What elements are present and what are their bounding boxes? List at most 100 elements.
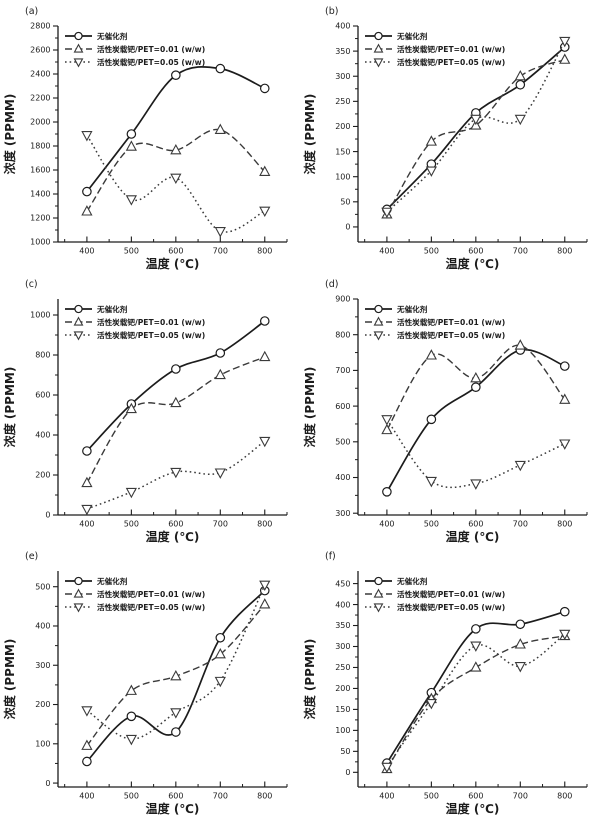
x-tick-label: 700 (513, 247, 528, 256)
triangle-up-marker (214, 368, 226, 380)
circle-marker (171, 364, 181, 374)
circle-marker (559, 606, 570, 617)
x-tick-label: 400 (379, 247, 394, 256)
y-tick-label: 0 (345, 768, 350, 777)
x-tick-label: 600 (468, 520, 483, 529)
series-line-dotted (386, 633, 566, 768)
triangle-up-marker (425, 135, 437, 146)
y-tick-label: 600 (35, 391, 50, 400)
triangle-up-marker (73, 588, 84, 598)
x-tick-label: 600 (468, 247, 483, 256)
triangle-down-marker (125, 487, 137, 499)
y-tick-label: 250 (335, 97, 350, 106)
triangle-down-marker (81, 706, 93, 717)
y-tick-label: 1000 (30, 311, 50, 320)
panel-label: (f) (325, 551, 336, 562)
circle-marker (374, 31, 383, 41)
circle-marker (259, 83, 270, 94)
circle-marker (382, 486, 392, 497)
circle-marker (471, 624, 481, 634)
triangle-down-marker (125, 734, 137, 746)
y-tick-label: 800 (335, 330, 350, 339)
triangle-down-marker (73, 603, 84, 613)
circle-marker (74, 304, 83, 314)
circle-marker (82, 186, 92, 197)
y-axis-title: 浓度 (PPMM) (2, 639, 17, 720)
triangle-up-marker (81, 205, 93, 216)
triangle-down-marker (425, 476, 437, 488)
legend-label: 无催化剂 (96, 304, 128, 314)
triangle-down-marker (470, 641, 482, 652)
y-tick-label: 2800 (30, 22, 50, 31)
triangle-down-marker (170, 173, 182, 185)
y-tick-label: 400 (35, 622, 50, 631)
chart-svg-b: (b) 400 500 600 700 800 0 50 100 150 200 250 300 350 4… (302, 6, 588, 271)
circle-marker (215, 348, 226, 358)
series-line-dashed (86, 356, 266, 484)
x-axis-title: 温度 (℃) (146, 529, 200, 544)
y-tick-label: 1000 (30, 238, 50, 247)
y-tick-label: 400 (335, 473, 350, 482)
y-tick-label: 150 (335, 705, 350, 714)
triangle-up-marker (259, 350, 271, 362)
series-line-solid (386, 610, 566, 764)
legend-label: 无催化剂 (96, 576, 128, 586)
y-tick-label: 1800 (30, 142, 50, 151)
y-tick-label: 100 (35, 740, 50, 749)
triangle-up-marker (73, 43, 84, 53)
triangle-down-marker (214, 227, 226, 238)
panel-label: (d) (325, 279, 338, 290)
chart-panel-e: (e) 400 500 600 700 800 0 100 200 300 400 500 温度 (℃)… (0, 545, 300, 818)
x-tick-label: 700 (513, 792, 528, 801)
triangle-down-marker (559, 439, 571, 450)
legend-label: 活性炭载钯/PET=0.01 (w/w) (97, 589, 205, 599)
circle-marker (74, 31, 83, 41)
triangle-up-marker (514, 69, 526, 81)
triangle-down-marker (73, 58, 84, 68)
legend-label: 活性炭载钯/PET=0.05 (w/w) (397, 330, 505, 340)
triangle-up-marker (170, 396, 182, 408)
x-axis-title: 温度 (℃) (146, 801, 200, 816)
legend-label: 无催化剂 (396, 576, 428, 586)
x-tick-label: 700 (213, 792, 228, 801)
x-axis-title: 温度 (℃) (446, 256, 500, 271)
y-tick-label: 350 (335, 621, 350, 630)
legend-label: 无催化剂 (396, 31, 428, 41)
panel-label: (e) (25, 551, 38, 562)
circle-marker (215, 632, 226, 643)
circle-marker (126, 711, 137, 722)
triangle-down-marker (470, 114, 482, 126)
y-axis-title: 浓度 (PPMM) (302, 367, 317, 448)
triangle-up-marker (214, 123, 226, 134)
x-tick-label: 400 (79, 247, 94, 256)
x-axis-title: 温度 (℃) (146, 256, 200, 271)
circle-marker (426, 414, 437, 425)
y-tick-label: 900 (335, 295, 350, 304)
triangle-up-marker (73, 316, 84, 326)
chart-svg-a: (a) 400 500 600 700 800 1000 1200 1400 1600 1800 20… (2, 6, 288, 271)
y-tick-label: 50 (340, 747, 350, 756)
y-tick-label: 2600 (30, 46, 50, 55)
y-tick-label: 400 (335, 600, 350, 609)
triangle-down-marker (214, 676, 226, 688)
y-tick-label: 0 (45, 779, 50, 788)
panel-label: (b) (325, 6, 338, 17)
y-tick-label: 700 (335, 366, 350, 375)
triangle-up-marker (559, 53, 571, 64)
series-line-dotted (86, 584, 266, 740)
y-tick-label: 300 (335, 72, 350, 81)
legend-label: 活性炭载钯/PET=0.05 (w/w) (97, 330, 205, 340)
y-tick-label: 450 (335, 579, 350, 588)
triangle-down-marker (259, 206, 271, 218)
triangle-up-marker (470, 661, 482, 672)
x-tick-label: 800 (257, 247, 272, 256)
circle-marker (126, 129, 137, 139)
triangle-up-marker (381, 423, 393, 435)
y-tick-label: 500 (35, 582, 50, 591)
x-tick-label: 800 (557, 247, 572, 256)
triangle-down-marker (81, 504, 93, 516)
y-tick-label: 1400 (30, 190, 50, 199)
triangle-down-marker (170, 467, 182, 479)
circle-marker (82, 756, 92, 767)
y-tick-label: 300 (335, 509, 350, 518)
